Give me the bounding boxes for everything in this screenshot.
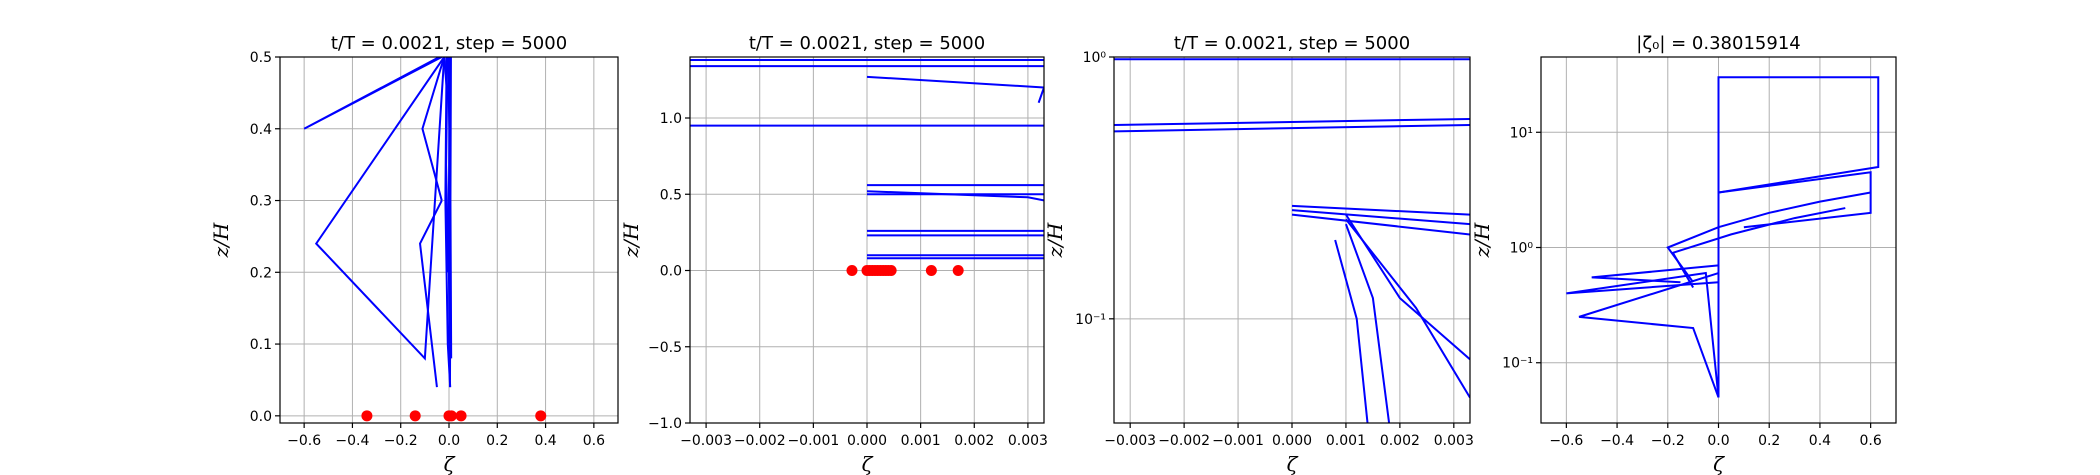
x-tick-label: 0.002 bbox=[954, 433, 994, 449]
x-tick-label: 0.000 bbox=[1272, 433, 1312, 449]
x-tick-label: −0.4 bbox=[335, 433, 369, 449]
y-axis-label: z/H bbox=[1043, 222, 1067, 258]
series-line bbox=[1345, 223, 1391, 423]
series-line bbox=[314, 57, 446, 361]
x-tick-label: 0.0 bbox=[1707, 433, 1729, 449]
series-line bbox=[1334, 239, 1369, 423]
y-tick-label: 0.0 bbox=[660, 264, 682, 280]
x-tick-label: −0.6 bbox=[287, 433, 321, 449]
chart-title: t/T = 0.0021, step = 5000 bbox=[1174, 33, 1410, 54]
x-tick-label: −0.4 bbox=[1600, 433, 1634, 449]
y-tick-label: 10⁰ bbox=[1083, 50, 1107, 66]
series-group bbox=[303, 57, 453, 388]
y-tick-label: 0.1 bbox=[250, 337, 272, 353]
subplot-4: −0.6 −0.4 −0.2 0.0 0.2 0.4 0.6 10⁻¹ 10⁰ 10¹ |ζ₀| =… bbox=[1470, 33, 1897, 475]
data-point bbox=[925, 265, 937, 276]
x-tick-label: 0.002 bbox=[1380, 433, 1420, 449]
data-point bbox=[885, 265, 897, 276]
series-line bbox=[443, 57, 450, 273]
series-line bbox=[1114, 117, 1470, 126]
subplot-2: −0.003 −0.002 −0.001 0.000 0.001 0.002 0.003 −1… bbox=[619, 33, 1048, 475]
y-axis-label: z/H bbox=[1470, 222, 1494, 258]
x-tick-label: −0.003 bbox=[1104, 433, 1156, 449]
y-tick-label: 10¹ bbox=[1510, 125, 1533, 141]
series-line bbox=[866, 190, 1044, 202]
x-axis-label: ζ bbox=[1713, 452, 1725, 475]
series-line bbox=[1291, 209, 1470, 226]
chart-title: t/T = 0.0021, step = 5000 bbox=[331, 33, 567, 54]
x-tick-label: 0.000 bbox=[847, 433, 887, 449]
series-line bbox=[1717, 76, 1880, 398]
y-tick-label: −1.0 bbox=[648, 416, 682, 432]
series-line bbox=[421, 57, 446, 201]
series-group bbox=[690, 59, 1044, 260]
series-line bbox=[1345, 214, 1470, 361]
data-point bbox=[455, 410, 467, 422]
data-point bbox=[409, 410, 421, 422]
y-tick-label: 1.0 bbox=[660, 111, 682, 127]
y-tick-label: 0.4 bbox=[250, 122, 272, 138]
series-group bbox=[1114, 58, 1470, 423]
x-tick-label: −0.2 bbox=[384, 433, 418, 449]
y-tick-label: 0.0 bbox=[250, 409, 272, 425]
x-tick-label: 0.2 bbox=[486, 433, 508, 449]
data-point bbox=[952, 265, 964, 276]
x-tick-label: 0.003 bbox=[1008, 433, 1048, 449]
x-axis-label: ζ bbox=[1287, 452, 1299, 475]
series-line bbox=[1578, 272, 1720, 398]
x-tick-label: −0.001 bbox=[1212, 433, 1264, 449]
series-line bbox=[1345, 218, 1470, 399]
x-tick-label: 0.001 bbox=[901, 433, 941, 449]
x-tick-label: 0.2 bbox=[1758, 433, 1780, 449]
data-point bbox=[846, 265, 858, 276]
x-tick-label: 0.001 bbox=[1326, 433, 1366, 449]
y-tick-label: 10⁰ bbox=[1510, 241, 1534, 257]
x-tick-label: −0.003 bbox=[680, 433, 732, 449]
y-tick-label: 0.3 bbox=[250, 194, 272, 210]
x-axis-label: ζ bbox=[862, 452, 874, 475]
series-line bbox=[449, 57, 453, 359]
series-line bbox=[1291, 213, 1470, 236]
y-tick-label: 10⁻¹ bbox=[1075, 312, 1106, 328]
y-tick-label: 10⁻¹ bbox=[1502, 356, 1533, 372]
x-tick-label: 0.4 bbox=[534, 433, 556, 449]
x-tick-label: 0.4 bbox=[1809, 433, 1831, 449]
series-line bbox=[1291, 204, 1470, 216]
data-point bbox=[535, 410, 547, 422]
x-tick-label: 0.6 bbox=[1860, 433, 1882, 449]
series-line bbox=[1114, 123, 1470, 133]
series-group bbox=[1566, 76, 1880, 398]
y-axis-label: z/H bbox=[619, 222, 643, 258]
series-line bbox=[1671, 207, 1846, 288]
subplot-1: −0.6 −0.4 −0.2 0.0 0.2 0.4 0.6 0.0 0.1 0.2 0.3 0.4 0… bbox=[209, 33, 619, 475]
data-point bbox=[361, 410, 373, 422]
y-tick-label: −0.5 bbox=[648, 340, 682, 356]
x-tick-label: −0.001 bbox=[787, 433, 839, 449]
y-tick-label: 0.5 bbox=[250, 50, 272, 66]
series-line bbox=[446, 57, 451, 345]
chart-title: |ζ₀| = 0.38015914 bbox=[1636, 33, 1800, 54]
x-tick-label: 0.6 bbox=[583, 433, 605, 449]
x-tick-label: 0.0 bbox=[438, 433, 460, 449]
x-tick-label: −0.2 bbox=[1651, 433, 1685, 449]
series-line bbox=[303, 57, 443, 130]
series-line bbox=[1591, 264, 1719, 284]
chart-title: t/T = 0.0021, step = 5000 bbox=[749, 33, 985, 54]
subplot-3: −0.003 −0.002 −0.001 0.000 0.001 0.002 0.003 10… bbox=[1043, 33, 1474, 475]
data-point bbox=[445, 410, 457, 422]
series-line bbox=[1566, 271, 1720, 398]
x-axis-label: ζ bbox=[444, 452, 456, 475]
x-tick-label: −0.002 bbox=[1158, 433, 1210, 449]
series-line bbox=[866, 75, 1044, 104]
x-tick-label: 0.003 bbox=[1434, 433, 1474, 449]
y-axis-label: z/H bbox=[209, 222, 233, 258]
x-tick-label: −0.6 bbox=[1549, 433, 1583, 449]
y-tick-label: 0.2 bbox=[250, 265, 272, 281]
series-line bbox=[419, 200, 443, 388]
y-tick-label: 0.5 bbox=[660, 187, 682, 203]
x-tick-label: −0.002 bbox=[734, 433, 786, 449]
